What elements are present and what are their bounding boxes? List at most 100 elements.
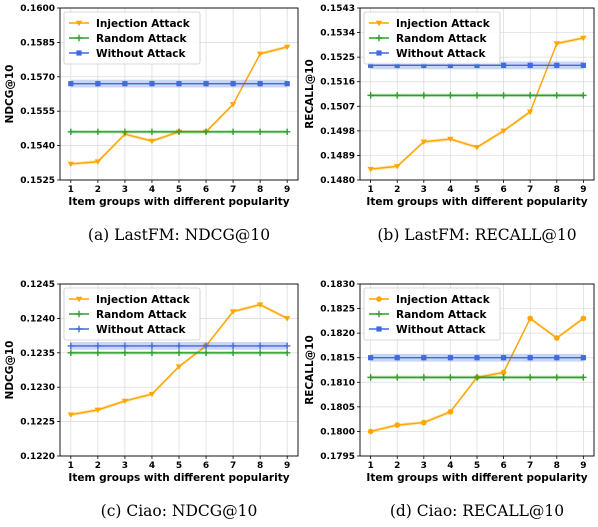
x-tick-label: 6 xyxy=(500,185,506,195)
data-point xyxy=(68,81,74,87)
y-tick-label: 0.1498 xyxy=(320,127,355,137)
y-tick-label: 0.1489 xyxy=(320,151,355,161)
y-tick-label: 0.1815 xyxy=(320,354,355,364)
x-tick-label: 7 xyxy=(527,185,533,195)
y-axis-label: RECALL@10 xyxy=(304,335,316,405)
data-point xyxy=(148,349,156,356)
legend-box xyxy=(63,287,201,341)
legend-box xyxy=(63,11,201,65)
data-point xyxy=(500,355,507,361)
data-point xyxy=(367,166,374,173)
data-point xyxy=(229,342,237,350)
data-point xyxy=(526,374,534,381)
data-point xyxy=(554,355,560,361)
data-point xyxy=(447,92,454,99)
data-point xyxy=(149,81,155,87)
legend-label: Without Attack xyxy=(96,48,187,60)
legend-label: Random Attack xyxy=(396,33,487,45)
data-point xyxy=(202,349,210,356)
y-tick-label: 0.1810 xyxy=(320,378,355,388)
legend-marker xyxy=(376,326,382,332)
data-point xyxy=(148,138,156,145)
data-point xyxy=(202,128,210,136)
x-tick-label: 2 xyxy=(95,461,101,471)
data-point xyxy=(283,128,291,136)
legend-label: Injection Attack xyxy=(396,294,491,306)
legend-label: Without Attack xyxy=(96,324,187,336)
data-point xyxy=(421,419,427,426)
data-point xyxy=(256,302,264,308)
y-tick-label: 0.1507 xyxy=(320,102,355,112)
data-point xyxy=(229,309,237,315)
data-point xyxy=(283,44,291,51)
data-point xyxy=(553,335,560,341)
x-tick-label: 8 xyxy=(257,185,263,195)
data-point xyxy=(500,92,507,99)
x-tick-label: 4 xyxy=(447,461,453,471)
chart-panel: 0.1525 0.1540 0.1555 0.1570 0.1585 0.1600 1 2 3 4… xyxy=(4,4,299,244)
legend-marker xyxy=(75,296,83,303)
y-tick-label: 0.1570 xyxy=(20,73,55,83)
y-tick-label: 0.1585 xyxy=(20,38,55,48)
y-tick-label: 0.1235 xyxy=(20,349,55,359)
data-point xyxy=(94,159,102,165)
data-point xyxy=(122,81,128,87)
y-tick-label: 0.1534 xyxy=(320,29,355,39)
data-point xyxy=(256,128,264,136)
x-tick-label: 2 xyxy=(95,185,101,195)
data-point xyxy=(500,374,507,381)
x-axis-label: Item groups with different popularity xyxy=(68,472,289,484)
x-tick-label: 9 xyxy=(580,185,586,195)
data-point xyxy=(175,349,183,356)
y-tick-label: 0.1240 xyxy=(20,314,55,324)
data-point xyxy=(67,128,75,136)
data-point xyxy=(203,81,209,87)
x-tick-label: 8 xyxy=(554,185,560,195)
data-point xyxy=(580,92,587,99)
data-point xyxy=(394,355,400,361)
data-point xyxy=(67,349,75,356)
data-point xyxy=(67,342,75,350)
x-tick-label: 5 xyxy=(474,185,480,195)
y-tick-label: 0.1795 xyxy=(320,452,355,462)
y-tick-label: 0.1820 xyxy=(320,329,355,339)
data-point xyxy=(256,349,264,356)
legend-box xyxy=(363,11,501,65)
data-point xyxy=(67,412,75,418)
data-point xyxy=(67,161,75,168)
x-tick-label: 2 xyxy=(394,461,400,471)
x-tick-label: 1 xyxy=(368,461,374,471)
data-point xyxy=(175,364,183,370)
data-point xyxy=(500,369,507,376)
x-tick-label: 4 xyxy=(447,185,453,195)
legend-label: Without Attack xyxy=(396,48,487,60)
x-tick-label: 7 xyxy=(230,185,236,195)
data-point xyxy=(473,374,481,381)
y-axis-label: RECALL@10 xyxy=(304,59,316,129)
data-point xyxy=(447,374,454,381)
y-axis-label: NDCG@10 xyxy=(4,341,16,400)
legend-marker xyxy=(375,34,383,42)
data-point xyxy=(394,422,401,428)
figure-caption: (d) Ciao: RECALL@10 xyxy=(390,502,564,520)
x-tick-label: 5 xyxy=(474,461,480,471)
data-point xyxy=(500,128,507,135)
x-tick-label: 9 xyxy=(284,185,290,195)
data-point xyxy=(394,62,400,68)
data-point xyxy=(447,62,454,68)
legend-marker xyxy=(375,20,383,27)
x-tick-label: 2 xyxy=(394,185,400,195)
data-point xyxy=(368,355,374,361)
x-tick-label: 3 xyxy=(421,185,427,195)
data-point xyxy=(230,81,236,87)
x-tick-label: 7 xyxy=(230,461,236,471)
data-point xyxy=(283,349,291,356)
legend-marker xyxy=(376,50,382,56)
legend-label: Injection Attack xyxy=(96,18,191,30)
y-tick-label: 0.1555 xyxy=(20,107,55,117)
data-point xyxy=(421,355,427,361)
x-tick-label: 1 xyxy=(68,461,74,471)
figure-caption: (b) LastFM: RECALL@10 xyxy=(377,226,576,244)
x-axis-label: Item groups with different popularity xyxy=(366,196,587,208)
data-point xyxy=(256,51,264,58)
